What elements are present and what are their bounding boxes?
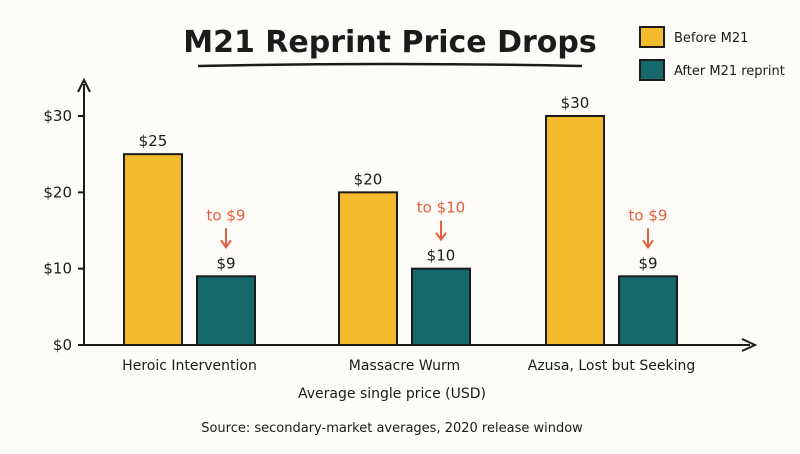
legend-swatch <box>639 26 665 48</box>
category-label: Azusa, Lost but Seeking <box>528 358 696 374</box>
legend-swatch <box>639 59 665 81</box>
value-labels: $25 $9 to $9 Heroic Intervention $20 $10 to $1… <box>122 94 695 374</box>
drop-annotation: to $9 <box>207 206 246 224</box>
y-tick-label: $10 <box>43 260 72 278</box>
drop-arrowhead-icon <box>220 239 232 250</box>
bar-before <box>545 115 605 346</box>
y-tick-label: $20 <box>43 183 72 201</box>
drop-annotation: to $10 <box>417 199 465 217</box>
x-axis-label: Average single price (USD) <box>298 386 486 402</box>
category-label: Heroic Intervention <box>122 358 257 374</box>
bar-before <box>338 191 398 346</box>
x-axis-arrow <box>741 338 758 352</box>
title-underline <box>197 62 583 68</box>
bar-after <box>618 275 678 346</box>
drop-annotation: to $9 <box>629 206 668 224</box>
legend: Before M21 After M21 reprint <box>639 26 785 81</box>
y-tick-label: $0 <box>53 336 72 354</box>
y-tick-label: $30 <box>43 107 72 125</box>
value-label: $30 <box>561 94 590 112</box>
drop-arrowhead-icon <box>435 232 447 242</box>
value-label: $10 <box>427 247 456 265</box>
legend-label: After M21 reprint <box>674 64 785 79</box>
value-label: $20 <box>354 170 383 188</box>
source-note: Source: secondary-market averages, 2020 … <box>201 421 583 436</box>
y-axis-arrow <box>77 77 91 93</box>
legend-label: Before M21 <box>674 31 748 46</box>
bar-before <box>123 153 183 346</box>
value-label: $9 <box>638 254 657 272</box>
value-label: $9 <box>216 254 235 272</box>
category-label: Massacre Wurm <box>349 358 460 374</box>
chart-title: M21 Reprint Price Drops <box>183 25 596 60</box>
bars <box>123 115 678 346</box>
drop-arrowhead-icon <box>642 239 654 250</box>
bar-after <box>196 275 256 346</box>
bar-after <box>411 267 471 346</box>
value-label: $25 <box>139 132 168 150</box>
